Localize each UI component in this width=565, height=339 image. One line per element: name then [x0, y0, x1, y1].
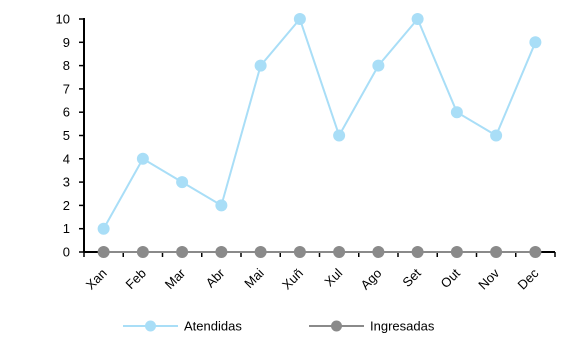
- y-tick-label: 7: [63, 81, 70, 96]
- x-tick-label: Mar: [162, 265, 189, 292]
- x-tick-label: Out: [438, 265, 464, 291]
- data-point: [450, 246, 463, 258]
- series-ingresadas: [97, 246, 542, 258]
- legend-marker: [331, 320, 342, 332]
- legend: Atendidas Ingresadas: [123, 319, 435, 334]
- legend-label: Ingresadas: [370, 319, 435, 334]
- data-point: [215, 246, 228, 258]
- y-tick-label: 6: [63, 105, 70, 120]
- series-line: [102, 16, 537, 230]
- data-point: [136, 152, 149, 165]
- x-tick-label: Feb: [123, 266, 149, 292]
- y-tick-label: 10: [56, 12, 70, 27]
- data-point: [372, 246, 385, 258]
- legend-marker: [145, 320, 156, 332]
- data-point: [490, 129, 503, 142]
- data-point: [136, 246, 149, 258]
- y-tick-label: 9: [63, 35, 70, 50]
- data-point: [176, 246, 189, 258]
- data-point: [97, 246, 110, 258]
- data-point: [333, 129, 346, 142]
- data-point: [176, 176, 189, 189]
- data-point: [490, 246, 503, 258]
- x-tick-label: Mai: [241, 265, 266, 290]
- data-point: [529, 246, 542, 258]
- data-point: [97, 222, 110, 235]
- data-point: [254, 246, 267, 258]
- y-tick-label: 5: [63, 128, 70, 143]
- series-atendidas: [97, 13, 542, 235]
- x-tick-label: Abr: [203, 265, 228, 290]
- y-tick-label: 3: [63, 175, 70, 190]
- x-tick-label: Xul: [321, 265, 345, 289]
- y-tick-label: 1: [63, 221, 70, 236]
- x-tick-label: Xan: [83, 266, 110, 293]
- y-tick-label: 2: [63, 198, 70, 213]
- y-tick-label: 4: [63, 151, 70, 166]
- data-point: [372, 59, 385, 72]
- x-tick-label: Set: [399, 265, 424, 290]
- legend-item: Atendidas: [123, 319, 242, 334]
- y-tick-label: 8: [63, 58, 70, 73]
- data-point: [293, 13, 306, 25]
- data-point: [333, 246, 346, 258]
- data-point: [411, 246, 424, 258]
- x-tick-label: Ago: [358, 266, 385, 293]
- data-point: [529, 36, 542, 49]
- y-tick-label: 0: [63, 245, 70, 260]
- data-point: [293, 246, 306, 258]
- x-tick-label: Nov: [475, 265, 502, 292]
- legend-item: Ingresadas: [309, 319, 435, 334]
- data-point: [254, 59, 267, 72]
- data-point: [215, 199, 228, 212]
- x-tick-label: Dec: [515, 265, 542, 292]
- legend-label: Atendidas: [184, 319, 242, 334]
- series-group: [97, 13, 542, 258]
- data-point: [411, 13, 424, 25]
- x-tick-label: Xuñ: [279, 266, 306, 293]
- data-point: [450, 106, 463, 119]
